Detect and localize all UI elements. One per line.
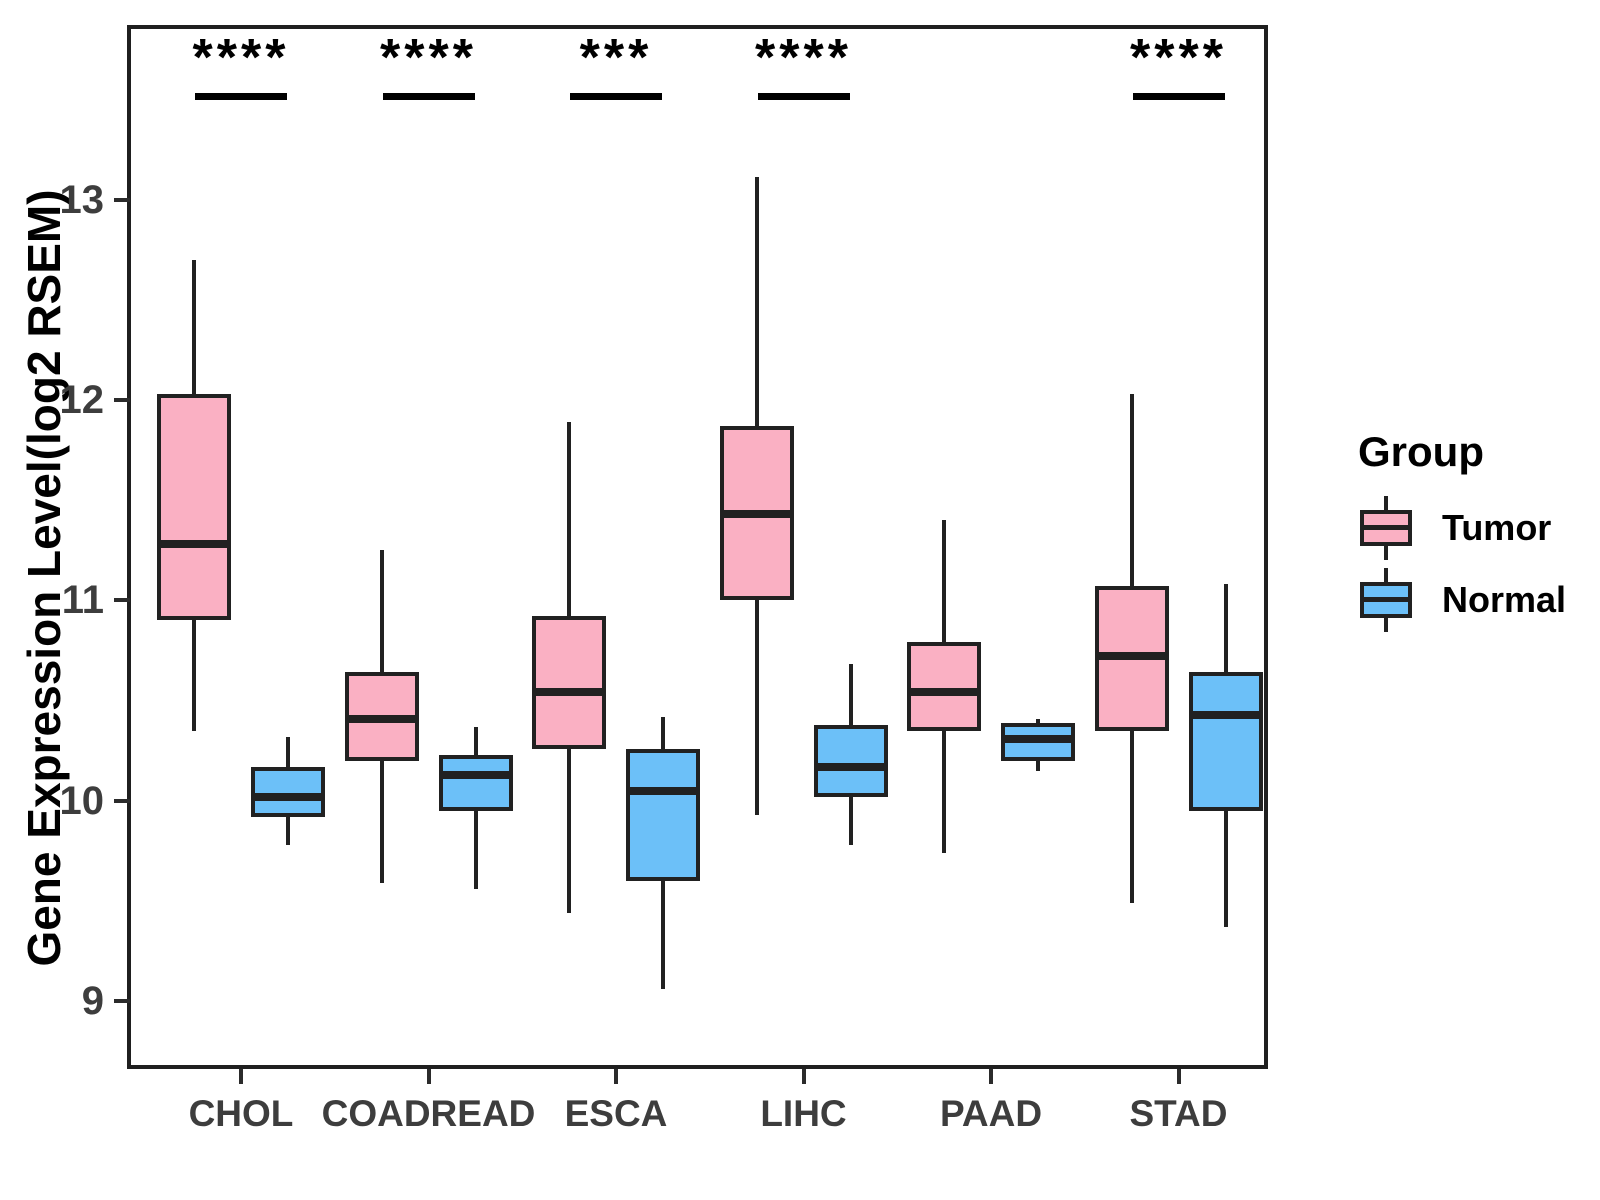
legend-label-normal: Normal	[1442, 579, 1567, 620]
whisker-upper-normal-esca	[661, 716, 665, 749]
whisker-upper-normal-lihc	[848, 664, 853, 725]
x-label-paad: PAAD	[939, 1093, 1043, 1134]
median-tumor-stad	[1094, 652, 1169, 661]
median-normal-lihc	[813, 762, 888, 771]
significance-stars-stad: ****	[1130, 29, 1227, 87]
significance-stars-coadread: ****	[380, 29, 477, 87]
x-tick-chol	[239, 1069, 243, 1084]
y-tick-label-9: 9	[81, 979, 104, 1024]
legend-title: Group	[1358, 428, 1484, 475]
box-tumor-chol	[157, 393, 231, 621]
median-normal-coadread	[438, 770, 513, 779]
whisker-upper-normal-chol	[286, 736, 290, 767]
plot-panel	[127, 25, 1268, 1069]
y-tick-9	[114, 999, 130, 1004]
whisker-lower-normal-coadread	[473, 810, 478, 889]
median-tumor-lihc	[719, 510, 794, 519]
legend-glyph-median	[1360, 525, 1412, 530]
whisker-lower-tumor-paad	[942, 730, 946, 853]
whisker-upper-tumor-coadread	[379, 550, 384, 673]
x-label-chol: CHOL	[188, 1093, 294, 1134]
whisker-upper-tumor-lihc	[754, 177, 759, 426]
whisker-upper-normal-paad	[1036, 718, 1040, 723]
legend: Group Tumor Normal	[1330, 428, 1600, 636]
x-label-lihc: LIHC	[760, 1093, 847, 1134]
box-normal-stad	[1188, 672, 1263, 811]
significance-stars-esca: ***	[579, 29, 653, 87]
y-tick-label-12: 12	[59, 377, 105, 422]
box-normal-lihc	[813, 724, 888, 797]
y-tick-10	[114, 798, 130, 803]
x-label-esca: ESCA	[564, 1093, 668, 1134]
whisker-upper-normal-coadread	[473, 726, 478, 755]
median-normal-chol	[251, 792, 325, 801]
significance-bar-coadread	[382, 93, 475, 100]
y-tick-label-13: 13	[59, 177, 105, 222]
significance-bar-esca	[570, 93, 662, 100]
median-normal-stad	[1188, 710, 1263, 719]
whisker-lower-tumor-chol	[192, 620, 196, 731]
y-tick-13	[114, 197, 130, 202]
x-tick-coadread	[426, 1069, 431, 1084]
median-tumor-coadread	[344, 714, 419, 723]
x-tick-esca	[614, 1069, 618, 1084]
whisker-upper-tumor-esca	[567, 421, 571, 617]
legend-boxplot-glyph-tumor	[1358, 496, 1414, 560]
median-tumor-paad	[907, 688, 981, 697]
x-tick-paad	[989, 1069, 993, 1084]
whisker-lower-tumor-stad	[1129, 730, 1134, 903]
y-tick-label-10: 10	[59, 778, 105, 823]
box-normal-chol	[251, 766, 325, 817]
whisker-lower-normal-chol	[286, 816, 290, 845]
whisker-lower-normal-esca	[661, 880, 665, 990]
box-normal-esca	[626, 748, 700, 881]
median-normal-esca	[626, 786, 700, 795]
legend-label-tumor: Tumor	[1442, 507, 1552, 548]
significance-stars-chol: ****	[192, 29, 290, 87]
whisker-lower-normal-paad	[1036, 760, 1040, 771]
significance-bar-chol	[195, 93, 287, 100]
whisker-upper-tumor-chol	[192, 259, 196, 394]
whisker-upper-normal-stad	[1223, 584, 1228, 673]
x-label-coadread: COADREAD	[321, 1093, 536, 1134]
whisker-lower-tumor-coadread	[379, 760, 384, 883]
median-tumor-chol	[157, 540, 231, 549]
median-tumor-esca	[532, 688, 606, 697]
whisker-upper-tumor-paad	[942, 520, 946, 643]
x-label-stad: STAD	[1129, 1093, 1228, 1134]
whisker-lower-tumor-esca	[567, 748, 571, 913]
box-normal-coadread	[438, 754, 513, 811]
legend-boxplot-glyph-normal	[1358, 568, 1414, 632]
legend-key-normal: Normal	[1358, 564, 1600, 636]
legend-glyph-median	[1360, 597, 1412, 602]
y-tick-11	[114, 598, 130, 603]
whisker-lower-tumor-lihc	[754, 600, 759, 815]
legend-keys: Tumor Normal	[1330, 492, 1600, 636]
x-tick-stad	[1176, 1069, 1181, 1084]
significance-bar-lihc	[757, 93, 850, 100]
whisker-lower-normal-stad	[1223, 810, 1228, 927]
median-normal-paad	[1001, 734, 1075, 743]
y-tick-12	[114, 397, 130, 402]
x-tick-lihc	[801, 1069, 806, 1084]
significance-bar-stad	[1132, 93, 1225, 100]
legend-key-tumor: Tumor	[1358, 492, 1600, 564]
y-tick-label-11: 11	[61, 578, 104, 623]
box-tumor-esca	[532, 616, 606, 749]
box-tumor-paad	[907, 642, 981, 731]
whisker-upper-tumor-stad	[1129, 393, 1134, 587]
whisker-lower-normal-lihc	[848, 796, 853, 845]
significance-stars-lihc: ****	[755, 29, 852, 87]
